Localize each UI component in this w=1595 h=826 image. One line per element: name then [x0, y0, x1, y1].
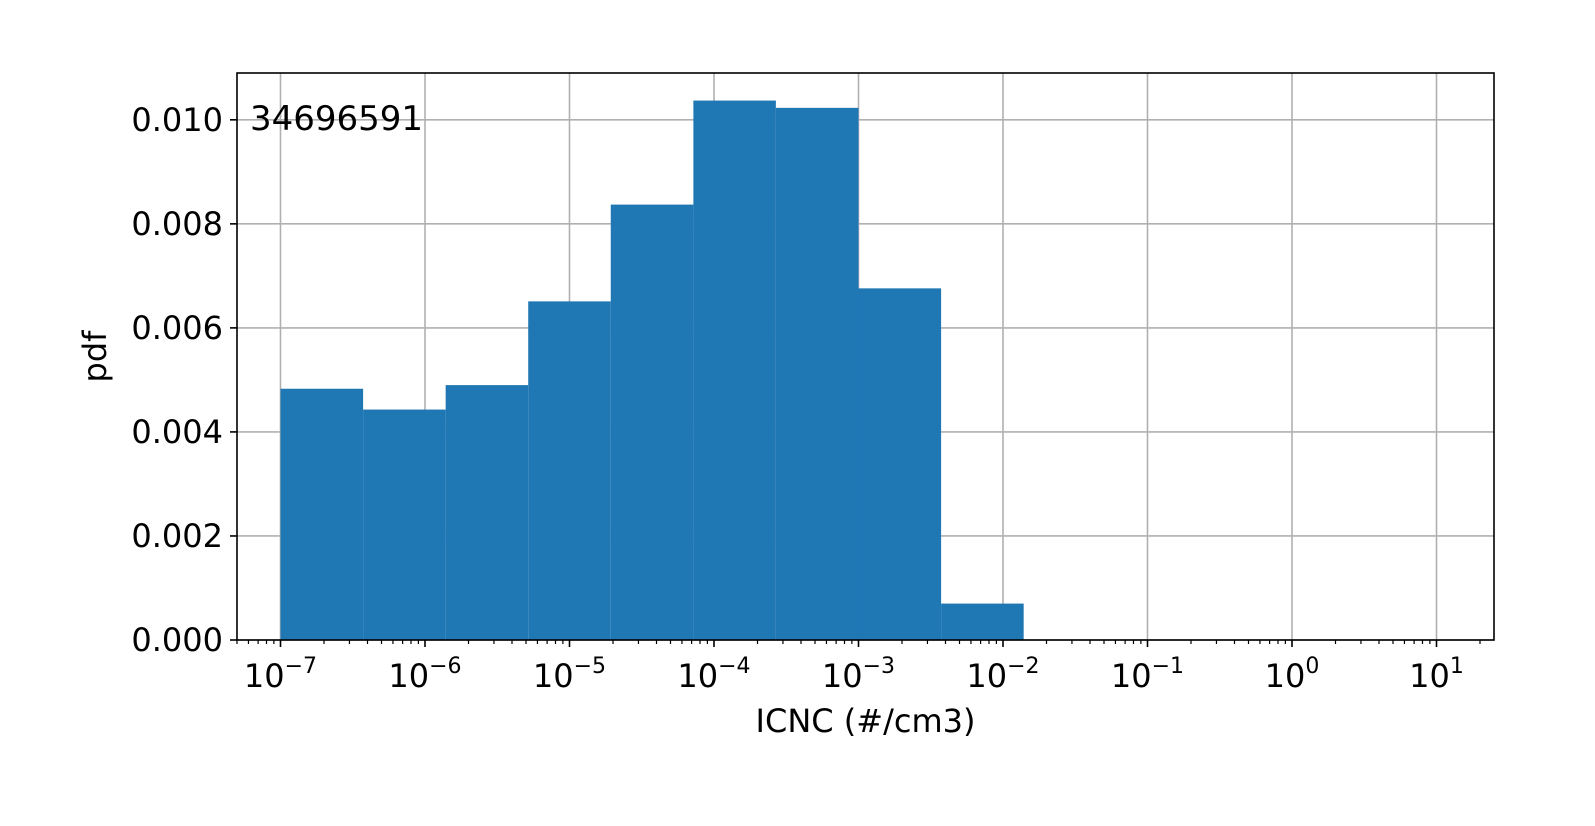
histogram-bar — [775, 107, 859, 640]
y-tick-labels: 0.000 0.002 0.004 0.006 0.008 0.010 — [131, 101, 223, 659]
plot-frame — [236, 72, 1495, 641]
count-annotation: 34696591 — [250, 99, 423, 139]
x-tick-labels: 10−7 10−6 10−5 10−4 10−3 10−2 10−1 100 101 — [244, 654, 1464, 695]
histogram-bar — [363, 409, 446, 640]
ticks-layer — [230, 119, 1481, 647]
bars-layer — [280, 100, 1024, 641]
histogram-bar — [693, 100, 776, 641]
y-tick-label: 0.000 — [131, 621, 223, 659]
histogram-bar — [280, 388, 364, 640]
histogram-bar — [610, 204, 694, 640]
y-tick-label: 0.008 — [131, 205, 223, 243]
y-tick-label: 0.006 — [131, 309, 223, 347]
y-tick-label: 0.010 — [131, 101, 223, 139]
x-tick-label: 10−6 — [388, 654, 461, 695]
histogram-bar — [941, 603, 1024, 640]
y-tick-label: 0.002 — [131, 517, 223, 555]
x-tick-label: 10−1 — [1111, 654, 1184, 695]
x-tick-label: 10−5 — [533, 654, 606, 695]
histogram-bar — [528, 301, 611, 640]
x-tick-label: 10−4 — [677, 654, 750, 695]
x-tick-label: 10−3 — [822, 654, 895, 695]
x-axis-label: ICNC (#/cm3) — [756, 702, 976, 740]
y-tick-label: 0.004 — [131, 413, 223, 451]
y-axis-label: pdf — [76, 330, 114, 383]
x-tick-label: 101 — [1409, 654, 1464, 695]
x-tick-label: 10−2 — [966, 654, 1039, 695]
x-tick-label: 100 — [1265, 654, 1320, 695]
x-tick-label: 10−7 — [244, 654, 317, 695]
histogram-bar — [858, 288, 942, 640]
histogram-bar — [445, 385, 529, 640]
